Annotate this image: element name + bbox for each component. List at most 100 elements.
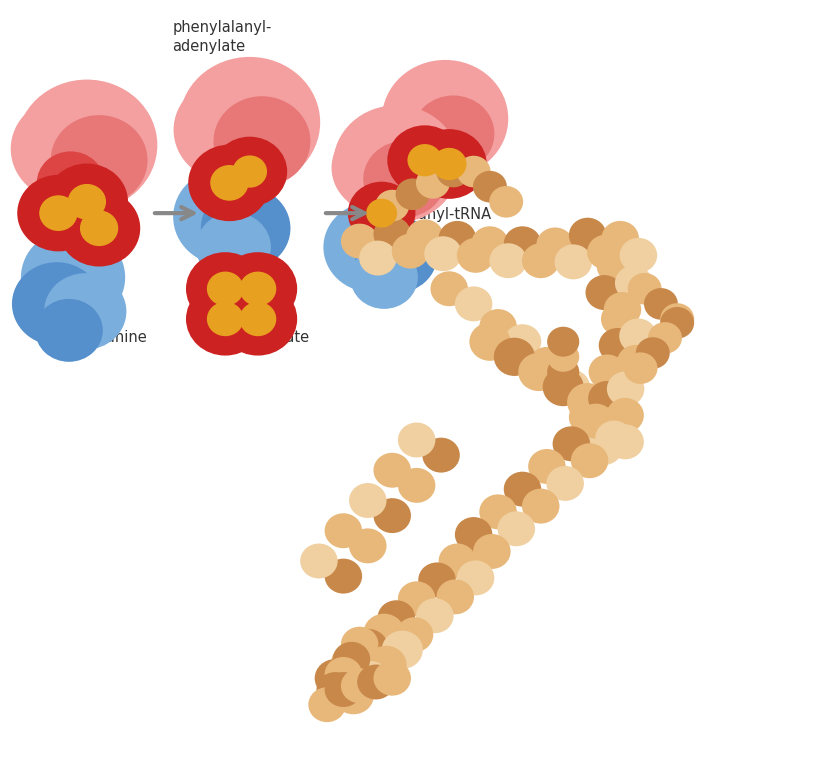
Circle shape bbox=[342, 628, 377, 661]
Circle shape bbox=[220, 253, 297, 325]
Circle shape bbox=[572, 444, 608, 477]
Circle shape bbox=[505, 325, 540, 358]
Circle shape bbox=[399, 424, 435, 457]
Circle shape bbox=[187, 253, 264, 325]
Circle shape bbox=[529, 348, 565, 381]
Circle shape bbox=[605, 293, 641, 326]
Circle shape bbox=[399, 469, 435, 502]
Circle shape bbox=[621, 238, 656, 272]
Circle shape bbox=[480, 495, 516, 528]
Circle shape bbox=[607, 425, 643, 458]
Circle shape bbox=[472, 227, 508, 260]
Circle shape bbox=[519, 354, 559, 390]
Circle shape bbox=[600, 329, 636, 362]
Circle shape bbox=[350, 529, 386, 562]
Circle shape bbox=[187, 283, 264, 354]
Circle shape bbox=[636, 338, 669, 368]
Circle shape bbox=[548, 342, 578, 371]
Circle shape bbox=[174, 79, 284, 181]
Circle shape bbox=[81, 211, 118, 245]
Circle shape bbox=[392, 235, 428, 268]
Text: phenylalanyl-: phenylalanyl- bbox=[172, 20, 272, 36]
Circle shape bbox=[382, 631, 422, 668]
Circle shape bbox=[233, 156, 266, 187]
Circle shape bbox=[431, 272, 467, 305]
Circle shape bbox=[315, 660, 355, 697]
Circle shape bbox=[45, 274, 126, 349]
Circle shape bbox=[433, 149, 466, 179]
Circle shape bbox=[17, 80, 157, 209]
Text: phenylalanyl-tRNA: phenylalanyl-tRNA bbox=[355, 207, 492, 222]
Circle shape bbox=[38, 153, 104, 213]
Circle shape bbox=[505, 473, 540, 505]
Circle shape bbox=[458, 562, 493, 594]
Circle shape bbox=[437, 156, 470, 187]
Circle shape bbox=[523, 244, 559, 277]
Circle shape bbox=[417, 599, 453, 632]
Text: ATP: ATP bbox=[58, 88, 85, 103]
Circle shape bbox=[334, 106, 458, 222]
Circle shape bbox=[529, 450, 565, 483]
Circle shape bbox=[11, 98, 122, 200]
Circle shape bbox=[325, 514, 361, 547]
Circle shape bbox=[408, 145, 441, 175]
Circle shape bbox=[324, 203, 419, 291]
Circle shape bbox=[588, 235, 624, 269]
Circle shape bbox=[180, 58, 319, 187]
Circle shape bbox=[596, 421, 632, 455]
Circle shape bbox=[607, 398, 643, 432]
Circle shape bbox=[69, 184, 105, 219]
Circle shape bbox=[388, 126, 462, 194]
Circle shape bbox=[608, 372, 644, 405]
Circle shape bbox=[458, 156, 489, 187]
Circle shape bbox=[440, 222, 475, 255]
Circle shape bbox=[556, 245, 592, 279]
Circle shape bbox=[553, 370, 589, 404]
Circle shape bbox=[333, 124, 427, 212]
Circle shape bbox=[628, 274, 661, 304]
Text: adenylate: adenylate bbox=[172, 39, 245, 54]
Circle shape bbox=[645, 289, 677, 319]
Circle shape bbox=[456, 287, 492, 320]
Text: phenylalanine: phenylalanine bbox=[44, 330, 148, 345]
Circle shape bbox=[333, 643, 369, 676]
Circle shape bbox=[661, 304, 694, 334]
Circle shape bbox=[618, 346, 654, 379]
Circle shape bbox=[202, 187, 289, 269]
Circle shape bbox=[22, 230, 124, 325]
Circle shape bbox=[47, 165, 127, 239]
Circle shape bbox=[334, 677, 373, 713]
Circle shape bbox=[214, 97, 310, 185]
Circle shape bbox=[213, 137, 287, 206]
Circle shape bbox=[586, 431, 622, 465]
Circle shape bbox=[490, 187, 522, 217]
Circle shape bbox=[364, 142, 444, 216]
Text: AMP: AMP bbox=[413, 87, 444, 102]
Circle shape bbox=[620, 320, 656, 353]
Circle shape bbox=[40, 196, 77, 230]
Circle shape bbox=[174, 169, 277, 265]
Circle shape bbox=[351, 247, 417, 308]
Circle shape bbox=[407, 220, 443, 254]
Circle shape bbox=[602, 222, 638, 255]
Circle shape bbox=[578, 405, 614, 438]
Circle shape bbox=[197, 213, 270, 281]
Text: pyrophosphate: pyrophosphate bbox=[199, 330, 310, 345]
Circle shape bbox=[547, 467, 583, 500]
Circle shape bbox=[342, 225, 377, 258]
Circle shape bbox=[208, 272, 243, 305]
Circle shape bbox=[569, 219, 605, 252]
Circle shape bbox=[18, 175, 99, 250]
Circle shape bbox=[569, 401, 605, 434]
Circle shape bbox=[587, 276, 623, 309]
Circle shape bbox=[350, 662, 390, 698]
Circle shape bbox=[374, 499, 410, 532]
Circle shape bbox=[589, 355, 625, 389]
Circle shape bbox=[419, 563, 455, 597]
Circle shape bbox=[474, 172, 506, 202]
Circle shape bbox=[589, 382, 625, 415]
Circle shape bbox=[332, 645, 371, 682]
Circle shape bbox=[543, 369, 583, 405]
Circle shape bbox=[240, 272, 275, 305]
Circle shape bbox=[413, 130, 486, 198]
